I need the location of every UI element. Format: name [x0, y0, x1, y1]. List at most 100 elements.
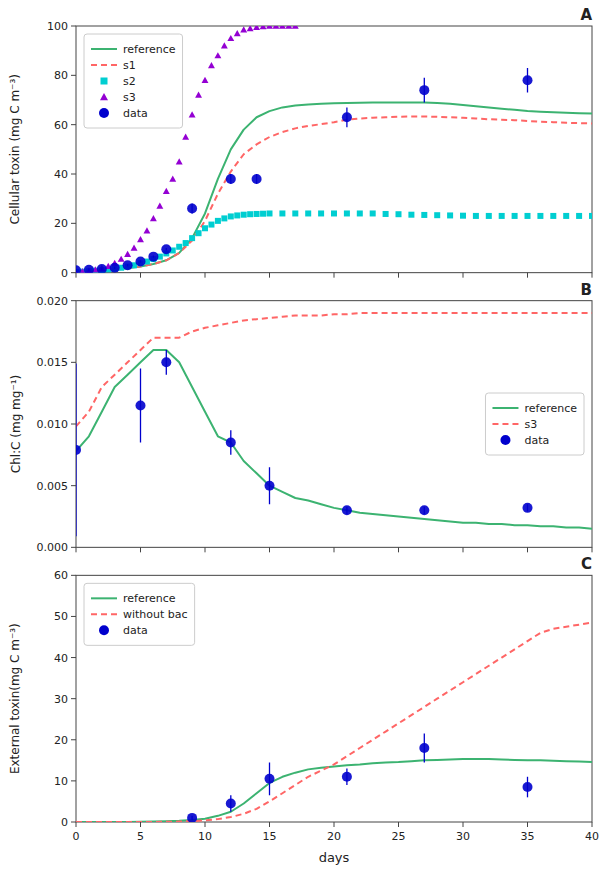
data-point — [285, 26, 292, 29]
data-point — [252, 174, 262, 184]
y-tick — [71, 780, 76, 781]
data-point — [267, 210, 273, 216]
plot-area — [76, 313, 592, 536]
legend: references1s2s3data — [84, 34, 183, 128]
plot-frame — [76, 26, 592, 273]
data-point — [419, 505, 429, 515]
legend-handle — [91, 64, 117, 66]
x-tick — [269, 822, 270, 827]
data-point — [523, 75, 533, 85]
legend-handle — [91, 597, 117, 599]
data-point — [318, 210, 324, 216]
y-axis-label: External toxin(mg C m⁻³) — [9, 623, 23, 774]
y-tick — [71, 26, 76, 27]
data-point — [342, 772, 352, 782]
data-point — [187, 813, 197, 822]
x-tick — [140, 822, 141, 827]
data-point — [563, 213, 569, 219]
x-axis-label: days — [319, 850, 350, 865]
x-tick-label: 15 — [263, 830, 277, 843]
x-tick — [463, 547, 464, 552]
data-point — [221, 42, 228, 48]
data-point — [202, 225, 208, 231]
data-point — [226, 438, 236, 448]
x-tick — [527, 273, 528, 278]
data-point — [305, 210, 311, 216]
x-tick-label: 30 — [456, 830, 470, 843]
x-tick — [269, 547, 270, 552]
series-line — [76, 623, 592, 822]
x-tick — [334, 547, 335, 552]
series-line — [76, 759, 592, 822]
data-point — [182, 134, 189, 140]
y-tick — [71, 547, 76, 548]
y-tick-label: 40 — [54, 652, 68, 665]
data-point — [208, 62, 215, 68]
legend-handle — [91, 48, 117, 50]
y-tick — [71, 272, 76, 273]
y-tick-label: 0.015 — [37, 356, 69, 369]
legend-entry: data — [123, 624, 148, 637]
data-point — [254, 211, 260, 217]
legend-handle — [492, 423, 518, 425]
data-point — [265, 774, 275, 784]
x-tick — [76, 547, 77, 552]
x-tick-label: 35 — [521, 830, 535, 843]
plot-frame — [76, 575, 592, 822]
x-tick — [76, 822, 77, 827]
legend-box — [84, 583, 195, 645]
data-point — [176, 158, 183, 164]
data-point — [221, 215, 227, 221]
legend-box — [485, 393, 584, 455]
legend-entry: data — [123, 107, 148, 120]
legend-handle — [500, 435, 510, 445]
data-point — [176, 244, 182, 250]
x-tick-label: 10 — [198, 830, 212, 843]
series-line — [76, 117, 592, 272]
legend-handle — [492, 407, 518, 409]
panel: 05101520253035400102030405060CExternal t… — [9, 555, 600, 865]
panel-title: C — [581, 555, 592, 573]
data-point — [148, 252, 158, 262]
series-line — [76, 350, 592, 529]
x-tick — [398, 547, 399, 552]
data-point — [523, 503, 533, 513]
y-tick — [71, 223, 76, 224]
data-point — [589, 213, 592, 219]
x-tick-label: 40 — [585, 830, 599, 843]
data-point — [226, 799, 236, 809]
data-point — [419, 743, 429, 753]
data-point — [279, 210, 285, 216]
panel: 0.0000.0050.0100.0150.020BChl:C (mg mg⁻¹… — [9, 281, 593, 555]
x-tick — [140, 547, 141, 552]
panel-title: B — [581, 281, 592, 299]
data-point — [370, 210, 376, 216]
data-point — [187, 204, 197, 214]
data-point — [447, 212, 453, 218]
data-point — [118, 256, 125, 262]
x-tick-label: 5 — [137, 830, 144, 843]
legend-entry: reference — [123, 43, 176, 56]
data-point — [150, 215, 157, 221]
data-point — [279, 26, 286, 29]
data-point — [240, 26, 247, 32]
data-point — [408, 212, 414, 218]
y-tick — [71, 657, 76, 658]
plot-area — [76, 26, 592, 273]
y-tick-label: 20 — [54, 217, 68, 230]
legend-entry: s2 — [123, 75, 136, 88]
y-axis-label: Cellular toxin (mg C m⁻³) — [9, 74, 23, 225]
legend-entry: data — [524, 434, 549, 447]
data-point — [460, 213, 466, 219]
data-point — [227, 35, 234, 41]
y-tick-label: 40 — [54, 168, 68, 181]
y-tick — [71, 616, 76, 617]
y-tick — [71, 300, 76, 301]
panel-title: A — [580, 6, 592, 24]
data-point — [499, 213, 505, 219]
data-point — [195, 92, 202, 98]
legend-handle — [101, 78, 108, 85]
y-tick-label: 0 — [61, 267, 68, 280]
data-point — [550, 213, 556, 219]
panel: 020406080100ACellular toxin (mg C m⁻³)re… — [9, 6, 596, 280]
